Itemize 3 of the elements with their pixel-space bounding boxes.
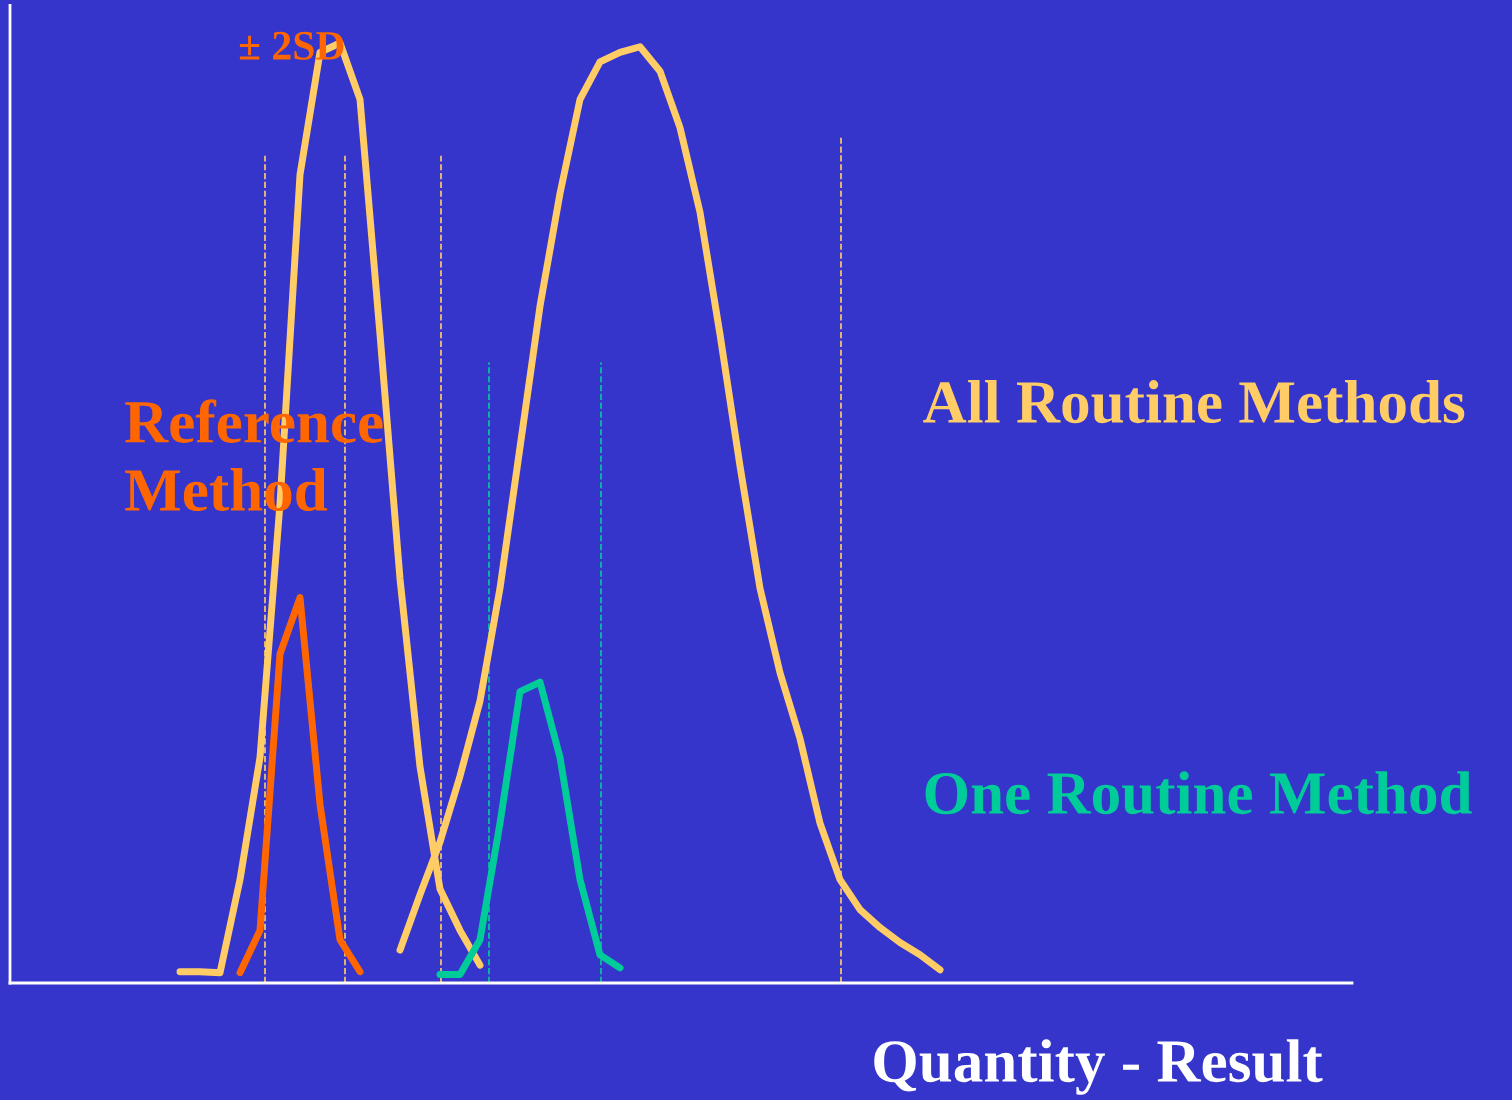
text: All Routine Methods (923, 380, 1465, 424)
text: One Routine Method (925, 771, 1472, 815)
x-axis-title: Quantity - Result (874, 1039, 1323, 1095)
